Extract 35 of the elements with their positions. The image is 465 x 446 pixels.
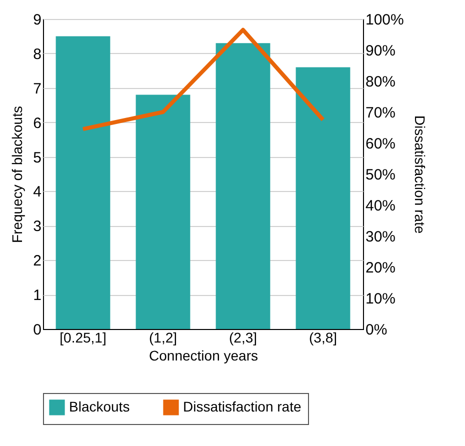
y-tick-label: 7 xyxy=(33,80,42,98)
y-tick-label: 5 xyxy=(33,149,42,166)
line-series xyxy=(81,28,325,132)
y-tick-label: 4 xyxy=(33,184,42,201)
legend-label: Dissatisfaction rate xyxy=(183,398,302,414)
y-tick-label: 0 xyxy=(33,322,42,338)
bar xyxy=(56,36,110,329)
y2-axis-title: Dissatisfaction rate xyxy=(412,115,428,234)
y2-tick-label: 0% xyxy=(366,322,388,338)
y2-tick-label: 80% xyxy=(366,74,396,90)
y2-tick-label: 100% xyxy=(366,12,404,28)
y-axis-title: Frequecy of blackouts xyxy=(9,106,26,243)
x-tick-label: [0.25,1] xyxy=(60,330,106,346)
y-tick-label: 8 xyxy=(33,46,42,63)
legend-label: Blackouts xyxy=(69,398,130,414)
y2-tick-label: 30% xyxy=(366,228,396,246)
x-tick-label: (3,8] xyxy=(308,330,338,346)
bar xyxy=(296,67,350,329)
y2-tick-label: 20% xyxy=(366,260,396,276)
y2-tick-label: 40% xyxy=(366,198,396,214)
y-tick-label: 9 xyxy=(33,12,42,28)
bar xyxy=(136,94,190,329)
y2-tick-label: 10% xyxy=(366,290,396,308)
x-axis-title: Connection years xyxy=(149,348,258,364)
y-tick-label: 1 xyxy=(33,287,42,304)
y2-tick-label: 90% xyxy=(366,42,396,60)
bar xyxy=(216,43,270,329)
y2-tick-label: 50% xyxy=(366,166,396,184)
y-tick-label: 6 xyxy=(33,114,42,132)
y2-tick-label: 60% xyxy=(366,136,396,152)
y-tick-label: 3 xyxy=(33,218,42,236)
x-tick-label: (2,3] xyxy=(228,330,258,346)
y-tick-label: 2 xyxy=(33,252,42,270)
y2-tick-label: 70% xyxy=(366,104,396,122)
x-tick-label: (1,2] xyxy=(148,330,178,346)
